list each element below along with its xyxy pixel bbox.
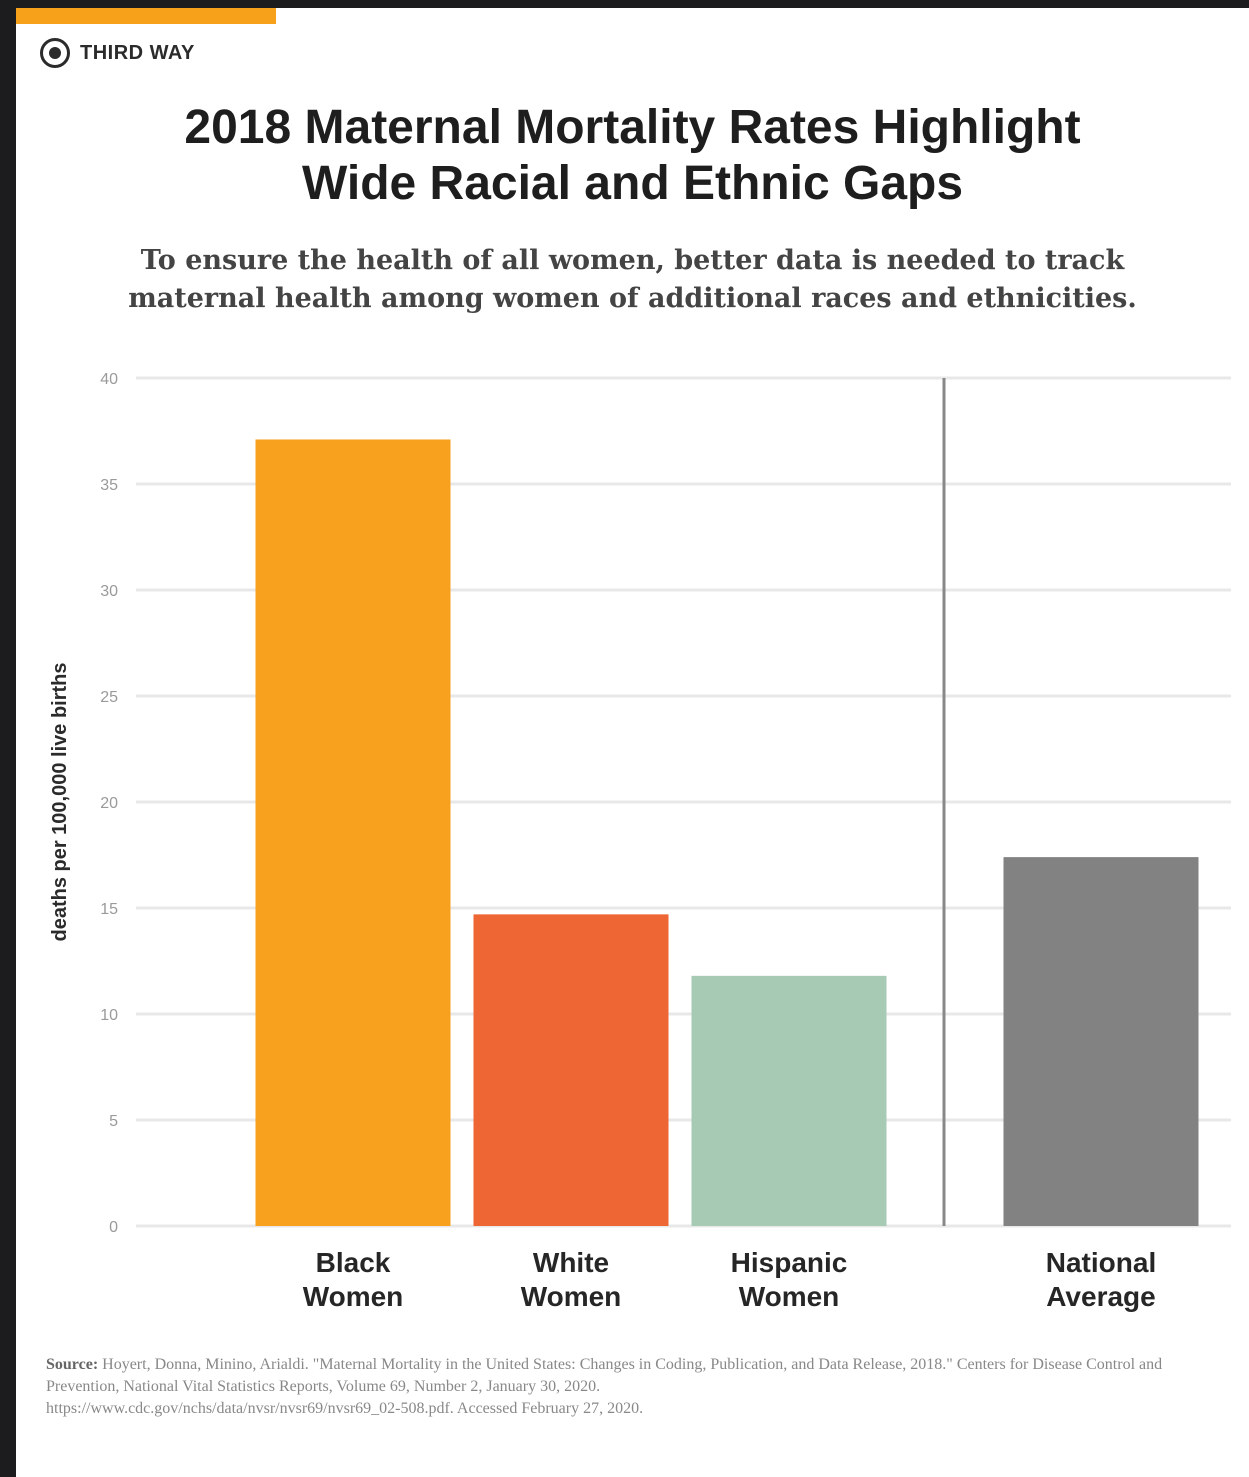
chart-subtitle-line-2: maternal health among women of additiona… <box>128 283 1137 314</box>
y-tick-label: 25 <box>100 689 118 706</box>
y-axis-label: deaths per 100,000 live births <box>49 662 71 941</box>
source-note: Source: Hoyert, Donna, Minino, Arialdi. … <box>46 1354 1236 1420</box>
chart-subtitle-line-1: To ensure the health of all women, bette… <box>141 245 1124 276</box>
chart-title-line-1: 2018 Maternal Mortality Rates Highlight <box>184 101 1080 154</box>
source-text: Hoyert, Donna, Minino, Arialdi. "Materna… <box>46 1356 1162 1395</box>
y-tick-label: 40 <box>100 371 118 388</box>
brand-name: THIRD WAY <box>80 42 195 65</box>
y-tick-label: 35 <box>100 477 118 494</box>
x-tick-label: Black <box>316 1247 391 1278</box>
x-tick-label: Women <box>303 1281 404 1312</box>
chart-title: 2018 Maternal Mortality Rates Highlight … <box>16 100 1249 212</box>
y-tick-label: 20 <box>100 795 118 812</box>
x-tick-label: Hispanic <box>731 1247 848 1278</box>
x-tick-label: Women <box>521 1281 622 1312</box>
y-tick-label: 30 <box>100 583 118 600</box>
source-url: https://www.cdc.gov/nchs/data/nvsr/nvsr6… <box>46 1400 643 1417</box>
y-tick-label: 15 <box>100 901 118 918</box>
x-tick-label: White <box>533 1247 609 1278</box>
bar <box>692 976 887 1226</box>
brand: THIRD WAY <box>40 38 195 68</box>
x-tick-label: Average <box>1046 1281 1155 1312</box>
bar <box>256 439 451 1226</box>
y-tick-label: 0 <box>109 1219 118 1236</box>
chart-title-line-2: Wide Racial and Ethnic Gaps <box>302 157 963 210</box>
source-label: Source: <box>46 1356 98 1373</box>
y-tick-label: 5 <box>109 1113 118 1130</box>
bar <box>474 914 669 1226</box>
chart-subtitle: To ensure the health of all women, bette… <box>16 242 1249 318</box>
bar <box>1004 857 1199 1226</box>
infographic-card: THIRD WAY 2018 Maternal Mortality Rates … <box>16 8 1249 1477</box>
accent-bar <box>16 8 276 24</box>
third-way-logo-icon <box>40 38 70 68</box>
y-tick-label: 10 <box>100 1007 118 1024</box>
x-tick-label: Women <box>739 1281 840 1312</box>
x-tick-label: National <box>1046 1247 1156 1278</box>
